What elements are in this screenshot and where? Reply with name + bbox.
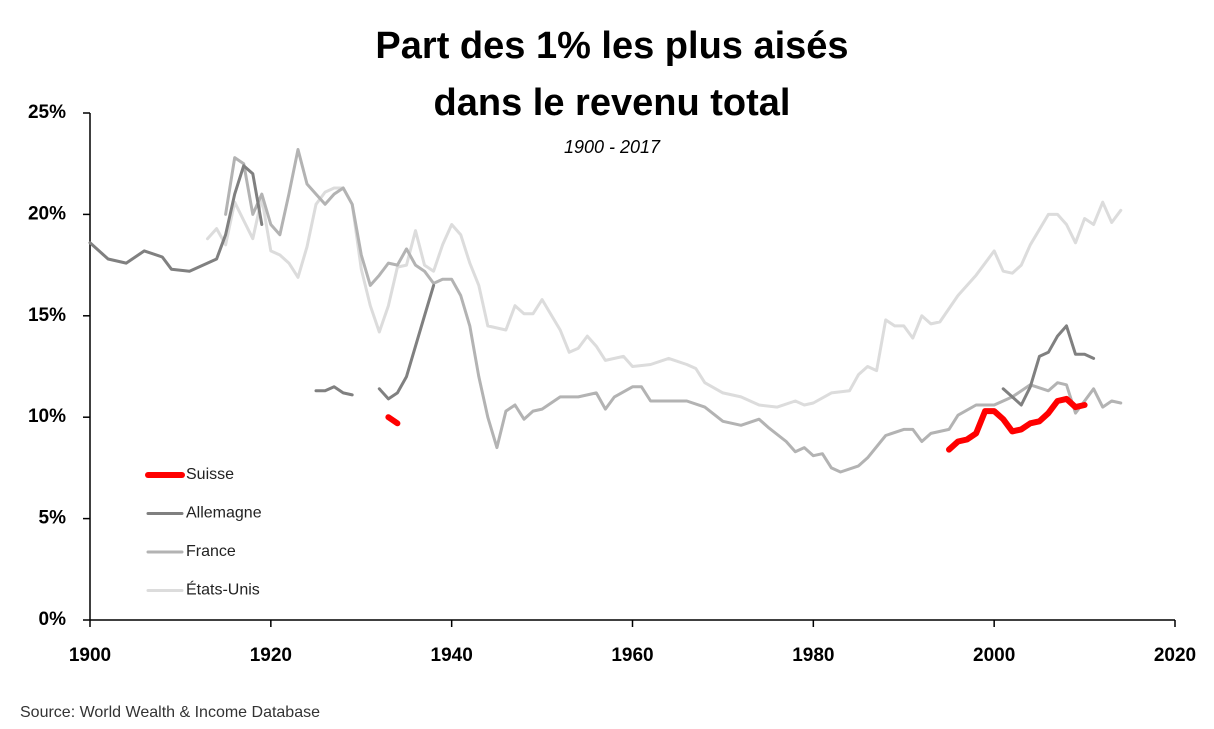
x-tick-label: 1980 xyxy=(792,645,834,666)
source: Source: World Wealth & Income Database xyxy=(20,704,320,721)
x-tick-label: 1940 xyxy=(431,645,473,666)
x-tick-label: 1920 xyxy=(250,645,292,666)
x-tick-label: 1960 xyxy=(611,645,653,666)
y-tick-label: 15% xyxy=(28,305,66,326)
series-line xyxy=(385,395,1088,453)
legend-label: États-Unis xyxy=(186,580,260,599)
chart-title: dans le revenu total xyxy=(434,82,791,124)
y-tick-label: 10% xyxy=(28,406,66,427)
x-tick-label: 2000 xyxy=(973,645,1015,666)
series-line xyxy=(206,186,1123,409)
y-tick-label: 25% xyxy=(28,102,66,123)
x-tick-label: 2020 xyxy=(1154,645,1196,666)
legend-label: Suisse xyxy=(186,466,234,483)
legend-label: France xyxy=(186,543,236,560)
y-tick-label: 0% xyxy=(39,609,67,630)
y-tick-label: 5% xyxy=(39,508,67,529)
legend-label: Allemagne xyxy=(186,505,262,522)
chart-subtitle: 1900 - 2017 xyxy=(564,137,661,157)
series-line xyxy=(88,164,1096,407)
y-tick-label: 20% xyxy=(28,203,66,224)
series-line xyxy=(224,148,1123,474)
chart-title: Part des 1% les plus aisés xyxy=(375,25,848,67)
x-tick-label: 1900 xyxy=(69,645,111,666)
